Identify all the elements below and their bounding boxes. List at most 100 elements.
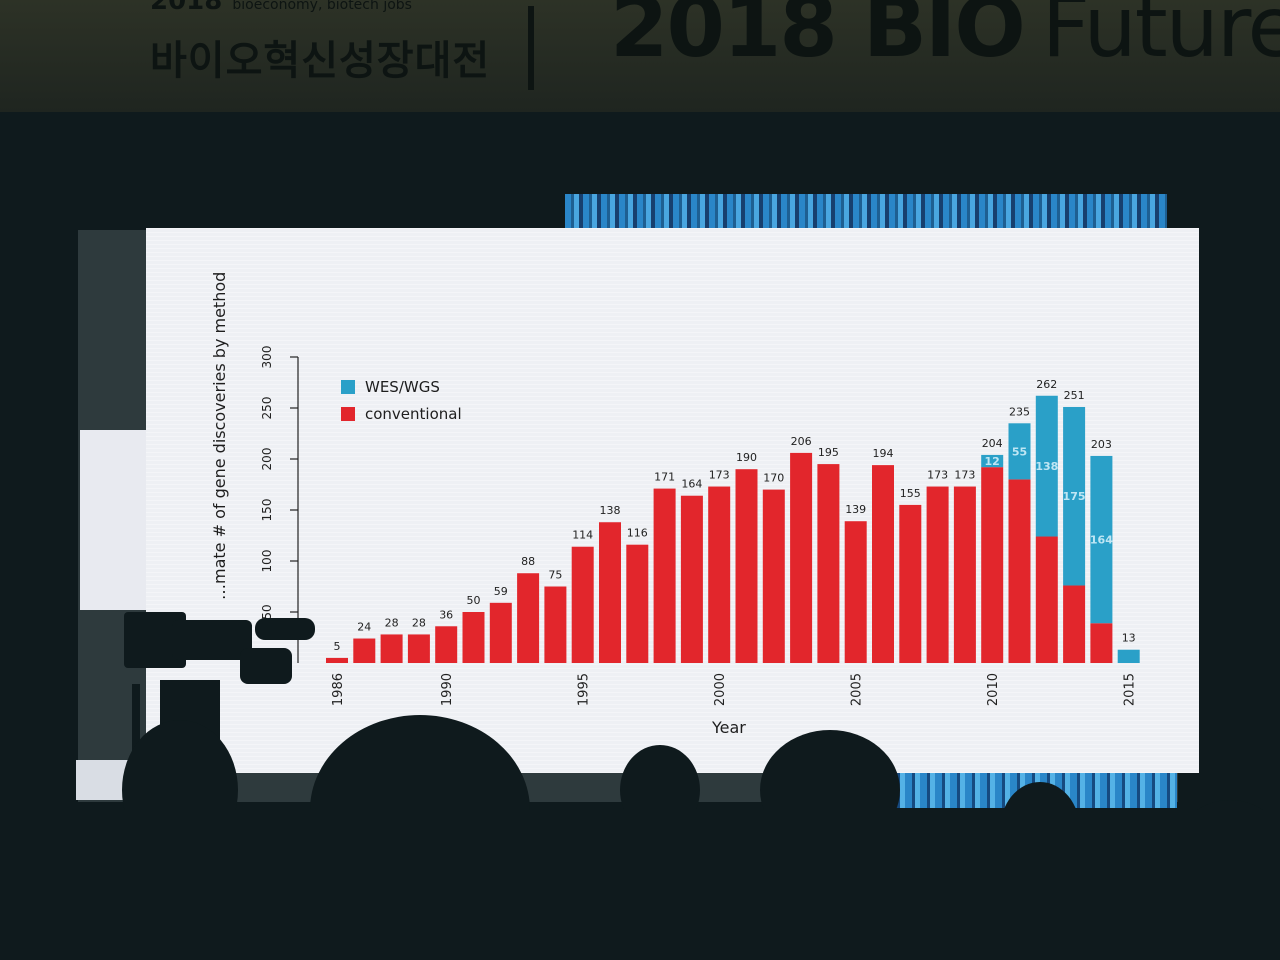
bar-total-label-2005: 139 — [845, 503, 866, 516]
bar-wes-wgs-2010 — [981, 454, 1004, 468]
x-tick-label-1986: 1986 — [331, 673, 346, 706]
bar-total-label-2013: 251 — [1064, 389, 1085, 402]
bar-total-label-1992: 59 — [494, 585, 508, 598]
banner-year-small: 2018 bioeconomy, biotech jobs — [150, 0, 412, 16]
bar-total-label-1987: 24 — [357, 621, 371, 634]
screen-glitch-left — [80, 430, 150, 610]
bar-total-label-1999: 164 — [681, 478, 702, 491]
event-banner: 2018 bioeconomy, biotech jobs 바이오혁신성장대전 2… — [0, 0, 1280, 112]
bar-total-label-2006: 194 — [873, 447, 894, 460]
bar-conventional-2008 — [926, 486, 949, 663]
audience-row — [0, 810, 1280, 960]
banner-korean-title: 바이오혁신성장대전 — [150, 38, 491, 84]
bar-total-label-1996: 138 — [600, 504, 621, 517]
x-axis-label: Year — [712, 718, 746, 737]
bar-conventional-1992 — [489, 602, 512, 663]
y-tick-label: 200 — [260, 448, 274, 471]
bar-conventional-1989 — [407, 634, 430, 663]
legend-label-conventional: conventional — [365, 405, 462, 423]
y-tick-label: 150 — [260, 499, 274, 522]
bar-conventional-2006 — [872, 465, 894, 663]
bar-total-label-2002: 170 — [763, 472, 784, 485]
y-tick-label: 300 — [260, 346, 274, 369]
bar-total-label-1998: 171 — [654, 471, 675, 484]
bar-total-label-1997: 116 — [627, 527, 648, 540]
bar-total-label-1991: 50 — [467, 594, 481, 607]
bar-wes-wgs-2011 — [1008, 423, 1031, 480]
bar-conventional-1994 — [544, 586, 567, 663]
bar-total-label-2007: 155 — [900, 487, 921, 500]
y-tick-label: 100 — [260, 550, 274, 573]
bar-total-label-2008: 173 — [927, 469, 948, 482]
bar-total-label-1994: 75 — [548, 569, 562, 582]
banner-tagline: bioeconomy, biotech jobs — [232, 0, 412, 13]
bar-conventional-1991 — [462, 612, 485, 663]
bar-total-label-1986: 5 — [334, 640, 341, 653]
bar-conventional-1990 — [435, 626, 458, 663]
x-tick-label-2010: 2010 — [986, 673, 1001, 706]
video-camera-microphone — [255, 618, 315, 640]
bar-total-label-1990: 36 — [439, 608, 453, 621]
banner-divider — [528, 6, 534, 90]
bar-wes-wgs-2015 — [1117, 649, 1140, 663]
x-tick-label-1995: 1995 — [577, 673, 592, 706]
bar-wes-wgs-2014 — [1090, 455, 1113, 624]
bar-total-label-2012: 262 — [1036, 378, 1057, 391]
camera-tripod-leg — [132, 684, 140, 764]
legend-item-wes-wgs: WES/WGS — [341, 378, 440, 396]
bar-total-label-1988: 28 — [385, 616, 399, 629]
segment-label-2011: 55 — [1012, 445, 1027, 458]
segment-label-2013: 175 — [1063, 490, 1086, 503]
bar-conventional-2007 — [899, 504, 922, 663]
segment-label-2010: 12 — [985, 455, 1000, 468]
legend-swatch-wes-wgs — [341, 380, 355, 394]
bar-conventional-1993 — [517, 573, 540, 663]
y-tick-label: 50 — [260, 604, 274, 619]
segment-label-2014: 164 — [1090, 534, 1113, 547]
bar-conventional-1998 — [653, 488, 676, 663]
bar-conventional-2005 — [844, 521, 867, 663]
bar-total-label-2003: 206 — [791, 435, 812, 448]
bar-total-label-2001: 190 — [736, 451, 757, 464]
bar-total-label-2009: 173 — [954, 469, 975, 482]
video-camera-lens — [240, 648, 292, 684]
legend-item-conventional: conventional — [341, 405, 462, 423]
bar-conventional-1999 — [680, 495, 703, 663]
bar-conventional-2013 — [1063, 585, 1086, 663]
bar-conventional-2000 — [708, 486, 731, 663]
bar-total-label-1989: 28 — [412, 616, 426, 629]
bar-conventional-1986 — [326, 657, 348, 663]
x-tick-label-2000: 2000 — [713, 673, 728, 706]
x-tick-label-2005: 2005 — [850, 673, 865, 706]
bar-conventional-2002 — [762, 489, 785, 663]
bar-total-label-1995: 114 — [572, 529, 593, 542]
legend-label-wes-wgs: WES/WGS — [365, 378, 440, 396]
bar-total-label-2000: 173 — [709, 469, 730, 482]
legend-swatch-conventional — [341, 407, 355, 421]
video-camera-body — [124, 612, 186, 668]
bar-conventional-1995 — [571, 546, 594, 663]
bar-conventional-1996 — [599, 522, 621, 663]
bar-conventional-2014 — [1090, 623, 1113, 663]
bar-conventional-2004 — [817, 464, 840, 663]
x-tick-label-2015: 2015 — [1123, 673, 1138, 706]
bar-conventional-1988 — [380, 634, 403, 663]
x-tick-label-1990: 1990 — [440, 673, 455, 706]
bar-total-label-1993: 88 — [521, 555, 535, 568]
bar-conventional-1987 — [353, 638, 376, 663]
y-tick-label: 250 — [260, 397, 274, 420]
bar-conventional-2009 — [953, 486, 976, 663]
bar-conventional-2010 — [981, 467, 1004, 663]
bar-total-label-2015: 13 — [1122, 632, 1136, 645]
bar-total-label-2010: 204 — [982, 437, 1003, 450]
bar-conventional-2012 — [1035, 536, 1058, 663]
banner-big-title: 2018 BIO Future — [610, 0, 1280, 76]
bar-conventional-2011 — [1008, 479, 1031, 663]
bar-total-label-2011: 235 — [1009, 405, 1030, 418]
bar-conventional-2003 — [790, 452, 813, 663]
bar-total-label-2004: 195 — [818, 446, 839, 459]
video-camera-lens-housing — [172, 620, 252, 660]
bar-wes-wgs-2012 — [1035, 395, 1058, 537]
